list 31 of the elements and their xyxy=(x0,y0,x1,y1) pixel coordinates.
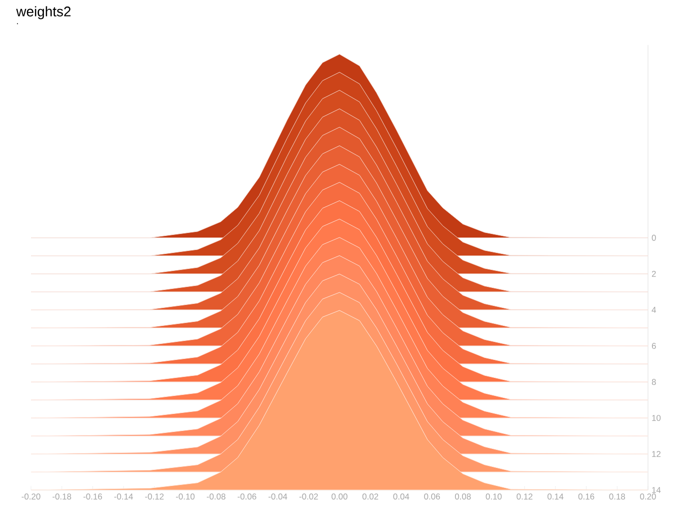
x-tick-label: 0.02 xyxy=(362,494,378,500)
x-tick-label: 0.10 xyxy=(486,494,502,500)
x-tick-label: -0.04 xyxy=(268,494,288,500)
x-tick-label: -0.10 xyxy=(176,494,195,500)
y-tick-label: 6 xyxy=(652,342,656,349)
x-tick-label: 0.06 xyxy=(424,494,440,500)
y-tick-label: 2 xyxy=(652,270,656,277)
chart-title: weights2 xyxy=(16,6,71,20)
x-tick-label: -0.12 xyxy=(145,494,164,500)
x-tick-label: -0.08 xyxy=(206,494,226,500)
x-tick-label: 0.04 xyxy=(393,494,410,500)
x-tick-label: 0.12 xyxy=(516,494,532,500)
y-tick-label: 10 xyxy=(652,414,661,421)
chart-subtitle: . xyxy=(17,23,18,24)
x-tick-label: 0.08 xyxy=(454,494,471,500)
x-tick-label: -0.16 xyxy=(83,494,102,500)
x-tick-label: 0.14 xyxy=(548,494,564,500)
x-tick-label: -0.14 xyxy=(114,494,133,500)
y-tick-label: 8 xyxy=(652,378,656,385)
x-tick-label: 0.16 xyxy=(578,494,594,500)
x-tick-label: 0.00 xyxy=(332,494,348,500)
x-tick-label: -0.02 xyxy=(299,494,318,500)
x-tick-label: -0.06 xyxy=(238,494,256,500)
y-tick-label: 14 xyxy=(652,487,661,493)
x-tick-label: -0.20 xyxy=(22,494,40,500)
y-tick-label: 0 xyxy=(652,234,656,241)
x-tick-label: -0.18 xyxy=(52,494,72,500)
y-tick-label: 12 xyxy=(652,451,661,457)
x-tick-label: 0.20 xyxy=(640,494,656,500)
x-tick-label: 0.18 xyxy=(609,494,626,500)
y-tick-label: 4 xyxy=(652,306,656,313)
